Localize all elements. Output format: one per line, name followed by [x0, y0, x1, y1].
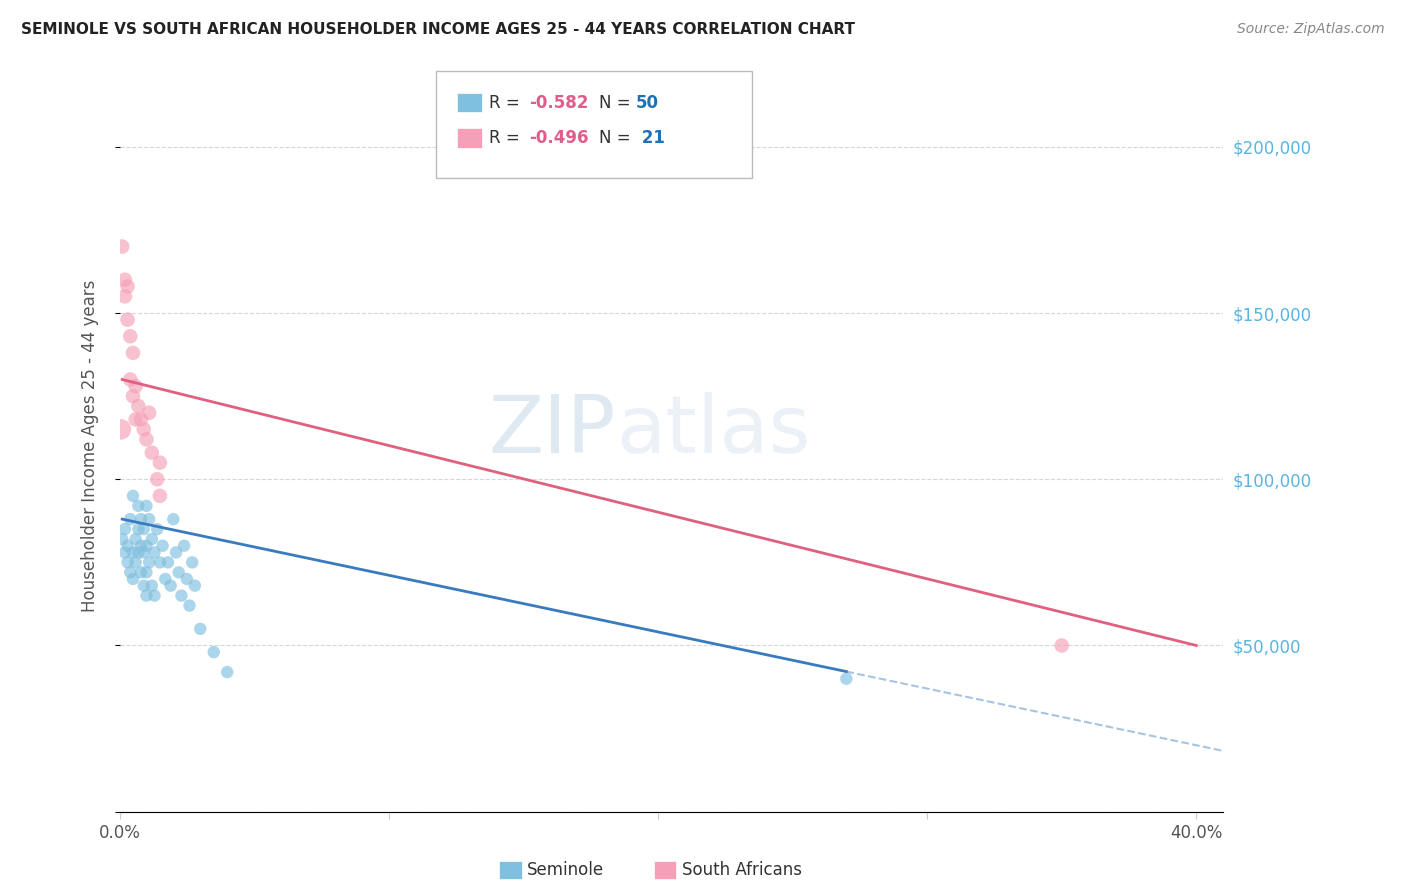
Point	[129, 566, 152, 580]
Point	[181, 555, 204, 569]
Point	[1050, 639, 1073, 653]
Point	[124, 412, 146, 426]
Point	[114, 273, 136, 287]
Point	[156, 555, 179, 569]
Point	[217, 665, 239, 679]
Point	[122, 489, 145, 503]
Text: ZIP: ZIP	[489, 392, 616, 470]
Point	[124, 379, 146, 393]
Point	[179, 599, 201, 613]
Point	[138, 555, 160, 569]
Y-axis label: Householder Income Ages 25 - 44 years: Householder Income Ages 25 - 44 years	[80, 280, 98, 612]
Point	[120, 566, 142, 580]
Point	[135, 566, 157, 580]
Point	[114, 289, 136, 303]
Point	[141, 445, 163, 459]
Text: Seminole: Seminole	[527, 861, 605, 879]
Text: 21: 21	[636, 129, 665, 147]
Point	[132, 422, 155, 436]
Text: 50: 50	[636, 94, 658, 112]
Text: -0.496: -0.496	[529, 129, 588, 147]
Text: N =: N =	[599, 94, 636, 112]
Point	[155, 572, 177, 586]
Point	[117, 539, 139, 553]
Point	[120, 372, 142, 386]
Point	[143, 545, 166, 559]
Point	[120, 512, 142, 526]
Text: South Africans: South Africans	[682, 861, 801, 879]
Text: N =: N =	[599, 129, 636, 147]
Point	[138, 406, 160, 420]
Point	[188, 622, 211, 636]
Point	[176, 572, 198, 586]
Point	[114, 522, 136, 536]
Point	[122, 572, 145, 586]
Point	[138, 512, 160, 526]
Point	[141, 579, 163, 593]
Point	[120, 329, 142, 343]
Point	[127, 399, 149, 413]
Point	[122, 389, 145, 403]
Point	[129, 412, 152, 426]
Point	[132, 579, 155, 593]
Text: SEMINOLE VS SOUTH AFRICAN HOUSEHOLDER INCOME AGES 25 - 44 YEARS CORRELATION CHAR: SEMINOLE VS SOUTH AFRICAN HOUSEHOLDER IN…	[21, 22, 855, 37]
Text: atlas: atlas	[616, 392, 810, 470]
Point	[146, 472, 169, 486]
Point	[173, 539, 195, 553]
Point	[127, 545, 149, 559]
Point	[111, 532, 134, 546]
Point	[162, 512, 184, 526]
Point	[165, 545, 187, 559]
Point	[135, 499, 157, 513]
Point	[152, 539, 174, 553]
Point	[110, 422, 132, 436]
Point	[114, 545, 136, 559]
Point	[149, 489, 172, 503]
Text: -0.582: -0.582	[529, 94, 588, 112]
Text: Source: ZipAtlas.com: Source: ZipAtlas.com	[1237, 22, 1385, 37]
Point	[184, 579, 207, 593]
Text: R =: R =	[489, 129, 526, 147]
Point	[135, 539, 157, 553]
Point	[124, 532, 146, 546]
Point	[143, 589, 166, 603]
Point	[132, 522, 155, 536]
Point	[202, 645, 225, 659]
Point	[127, 522, 149, 536]
Text: R =: R =	[489, 94, 526, 112]
Point	[117, 555, 139, 569]
Point	[135, 433, 157, 447]
Point	[111, 239, 134, 253]
Point	[122, 545, 145, 559]
Point	[170, 589, 193, 603]
Point	[146, 522, 169, 536]
Point	[159, 579, 181, 593]
Point	[141, 532, 163, 546]
Point	[135, 589, 157, 603]
Point	[129, 539, 152, 553]
Point	[149, 555, 172, 569]
Point	[132, 545, 155, 559]
Point	[149, 456, 172, 470]
Point	[167, 566, 190, 580]
Point	[835, 672, 858, 686]
Point	[117, 312, 139, 326]
Point	[129, 512, 152, 526]
Point	[124, 555, 146, 569]
Point	[127, 499, 149, 513]
Point	[122, 346, 145, 360]
Point	[117, 279, 139, 293]
